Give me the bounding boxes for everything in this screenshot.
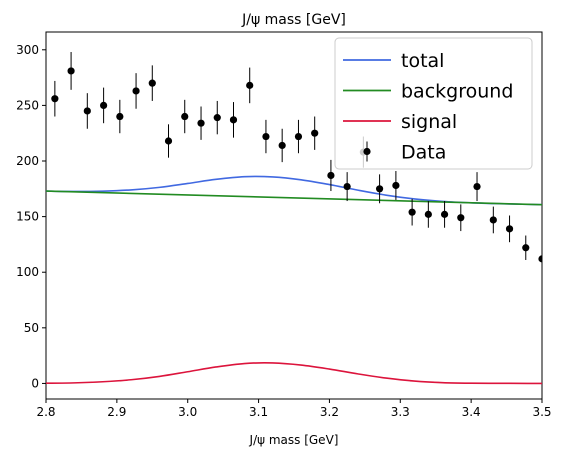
y-tick-label: 300 [16, 43, 39, 57]
y-tick-label: 50 [24, 321, 39, 335]
legend: total background signal Data [334, 37, 533, 170]
data-point [116, 112, 124, 121]
data-point [522, 244, 530, 252]
y-axis: 0 50 100 150 200 250 300 [16, 43, 46, 390]
data-point [392, 181, 400, 190]
plot-area [46, 52, 542, 385]
x-axis-label: J/ψ mass [GeV] [249, 433, 339, 447]
data-point [473, 182, 481, 191]
series-signal-line [46, 362, 542, 385]
x-axis: 2.8 2.9 3.0 3.1 3.2 3.3 3.4 3.5 [36, 399, 552, 419]
x-tick-label: 3.5 [532, 405, 551, 419]
data-point [197, 119, 205, 127]
data-point [181, 112, 189, 121]
x-tick-label: 3.3 [391, 405, 410, 419]
legend-label: signal [401, 111, 457, 133]
data-point [294, 132, 303, 141]
data-point [164, 137, 173, 145]
y-tick-label: 0 [31, 376, 39, 390]
data-point [67, 67, 75, 75]
x-tick-label: 3.1 [249, 405, 268, 419]
x-tick-label: 2.8 [36, 405, 55, 419]
y-tick-label: 250 [16, 98, 39, 112]
x-tick-label: 3.4 [462, 405, 481, 419]
data-point [327, 171, 335, 180]
legend-swatch-Data [363, 147, 371, 156]
y-tick-label: 200 [16, 154, 39, 168]
legend-label: Data [401, 142, 446, 164]
x-tick-label: 3.2 [320, 405, 339, 419]
data-point [246, 81, 254, 89]
x-tick-label: 3.0 [178, 405, 197, 419]
data-point [538, 255, 542, 263]
chart-title: J/ψ mass [GeV] [241, 12, 346, 28]
data-point [262, 132, 270, 141]
series-background-line [46, 190, 542, 206]
data-point [51, 95, 59, 103]
x-tick-label: 2.9 [107, 405, 126, 419]
plot-frame [45, 31, 543, 400]
legend-box [334, 37, 533, 170]
data-point [311, 129, 319, 137]
y-tick-label: 150 [16, 210, 39, 224]
data-point [424, 210, 432, 218]
data-point [343, 182, 351, 191]
legend-label: total [401, 50, 444, 72]
data-point [489, 216, 497, 224]
data-point [457, 214, 465, 222]
data-point [132, 87, 140, 95]
series-total-line [46, 175, 542, 206]
y-tick-label: 100 [16, 265, 39, 279]
data-point [375, 185, 384, 193]
data-point [83, 107, 91, 115]
data-point [213, 114, 221, 122]
legend-label: background [401, 81, 513, 103]
data-point [100, 101, 108, 109]
data-point [148, 79, 156, 87]
data-point [440, 210, 449, 218]
data-point [408, 208, 416, 216]
data-point [229, 116, 238, 124]
data-point [278, 141, 286, 150]
data-point [505, 225, 514, 233]
